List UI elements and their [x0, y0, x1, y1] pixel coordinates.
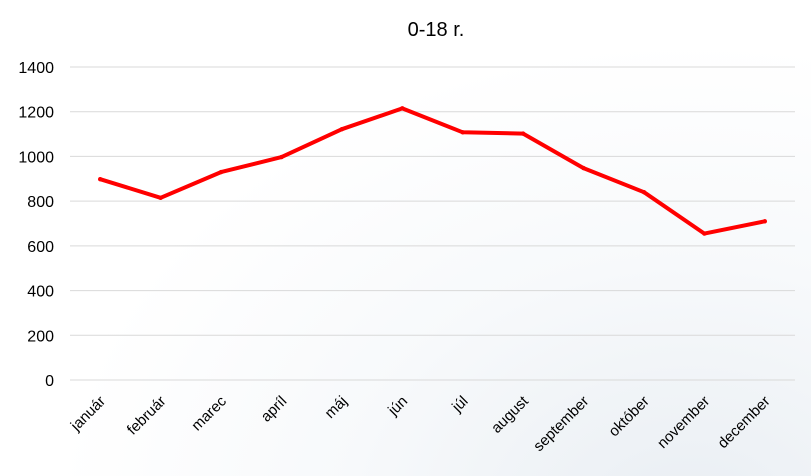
x-tick-label: október: [605, 393, 652, 440]
series-line: [98, 106, 767, 236]
data-point: [98, 177, 103, 182]
y-tick-label: 1400: [18, 60, 54, 77]
y-tick-label: 1200: [18, 105, 54, 122]
x-axis-tick-labels: január február marec apríl máj jún júl augustse…: [67, 392, 774, 455]
x-tick-label: jún: [384, 393, 411, 420]
x-tick-label: máj: [322, 393, 351, 422]
y-axis-tick-labels: 0 200 400 600 800 1000 1200 1400: [18, 60, 54, 390]
gridlines: [70, 66, 795, 381]
data-point: [641, 190, 647, 195]
x-tick-label: január: [67, 393, 109, 435]
data-point: [520, 131, 526, 136]
y-tick-label: 400: [27, 284, 54, 301]
y-tick-label: 0: [45, 373, 54, 390]
series-layer: [98, 106, 767, 236]
data-point: [158, 195, 163, 200]
data-point: [400, 106, 405, 111]
x-tick-label: august: [488, 392, 532, 436]
data-point: [460, 130, 465, 135]
data-point: [702, 231, 707, 236]
y-tick-label: 200: [27, 328, 54, 345]
x-tick-label: február: [124, 393, 170, 439]
y-tick-label: 1000: [18, 149, 54, 166]
data-point: [581, 165, 586, 171]
data-point: [218, 169, 224, 175]
x-tick-label: júl: [448, 393, 471, 416]
x-tick-label: september: [530, 393, 592, 455]
data-point: [762, 219, 767, 224]
y-tick-label: 600: [27, 239, 54, 256]
x-tick-label: december: [714, 393, 773, 452]
x-tick-label: marec: [188, 392, 230, 434]
x-tick-label: apríl: [258, 393, 291, 426]
y-tick-label: 800: [27, 194, 54, 211]
data-point: [279, 154, 284, 160]
x-tick-label: november: [654, 393, 713, 452]
chart-title: 0-18 r.: [408, 19, 465, 41]
data-point: [339, 126, 345, 132]
